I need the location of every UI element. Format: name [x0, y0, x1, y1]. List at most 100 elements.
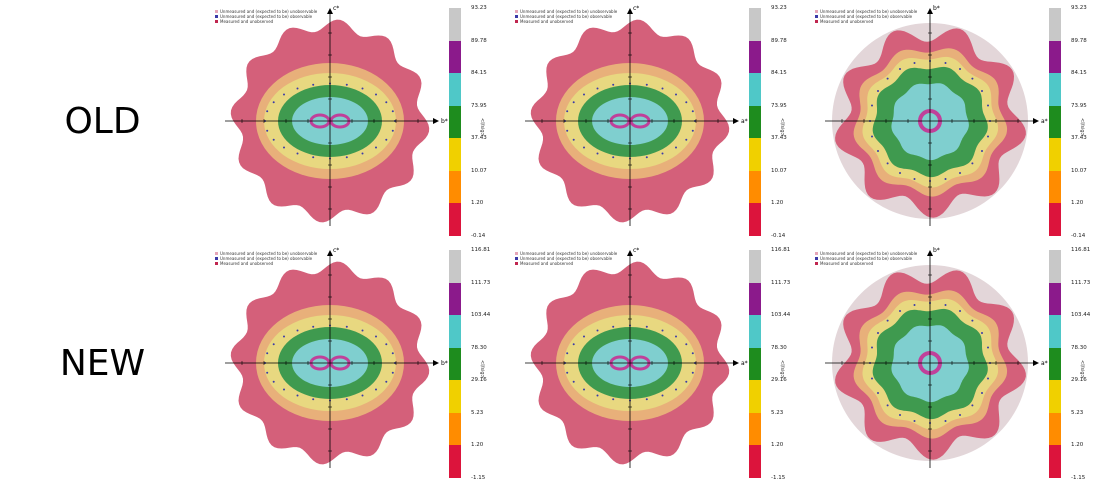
colorbar-segment	[449, 138, 461, 171]
colorbar-tick-label: 116.81	[471, 247, 491, 253]
legend-swatch	[515, 262, 518, 265]
plot-legend: Unmeasured and (expected to be) unobserv…	[515, 251, 617, 266]
row-label-new: NEW	[59, 343, 146, 384]
legend-text: Unmeasured and (expected to be) unobserv…	[520, 9, 618, 14]
colorbar-tick-label: 29.16	[471, 377, 487, 384]
colorbar-tick-label: 103.44	[471, 312, 491, 319]
colorbar-label: <I/sig>	[1079, 118, 1085, 137]
colorbar-segment	[449, 73, 461, 106]
colorbar-segment	[1049, 105, 1061, 139]
observable-marker	[981, 392, 983, 394]
observable-marker	[691, 371, 694, 374]
observable-marker	[612, 83, 615, 86]
observable-marker	[391, 352, 394, 355]
colorbar-segment	[449, 203, 461, 236]
observable-marker	[913, 304, 916, 306]
colorbar-tick-label: 84.15	[771, 70, 787, 77]
colorbar-segment	[1049, 73, 1061, 106]
observable-marker	[266, 129, 269, 132]
legend-text: Unmeasured and (expected to be) unobserv…	[820, 251, 918, 256]
colorbar-tick-label: 84.15	[1071, 70, 1087, 77]
legend-text: Measured and unobserved	[820, 19, 874, 24]
colorbar-tick-label: -1.15	[1071, 475, 1086, 481]
colorbar	[749, 8, 761, 236]
colorbar	[1049, 8, 1061, 236]
observable-marker	[266, 371, 269, 374]
observable-marker	[981, 90, 983, 92]
observable-marker	[877, 90, 879, 92]
colorbar	[449, 8, 461, 236]
legend-text: Measured and unobserved	[220, 19, 274, 24]
colorbar-segment	[449, 105, 461, 139]
colorbar-segment	[1049, 315, 1061, 348]
plot-legend: Unmeasured and (expected to be) unobserv…	[515, 9, 617, 24]
observable-marker	[566, 129, 569, 132]
observable-marker	[691, 352, 694, 355]
observable-marker	[675, 93, 677, 96]
legend-item: Unmeasured and (expected to be) unobserv…	[515, 251, 617, 256]
colorbar-tick-label: 37.43	[1071, 135, 1087, 142]
observable-marker	[959, 310, 961, 312]
observable-marker	[645, 156, 648, 159]
observable-marker	[385, 138, 388, 141]
colorbar-segment	[449, 347, 461, 381]
observable-marker	[971, 162, 974, 165]
legend-item: Unmeasured and (expected to be) observab…	[815, 256, 917, 261]
observable-marker	[312, 156, 315, 159]
observable-marker	[375, 146, 377, 149]
colorbar-tick-label: 73.95	[471, 102, 487, 109]
colorbar-tick-label: 78.30	[471, 344, 487, 351]
colorbar-segment	[1049, 170, 1061, 204]
legend-item: Unmeasured and (expected to be) unobserv…	[515, 9, 617, 14]
colorbar-tick-label: 10.07	[471, 167, 487, 174]
horizontal-arrow-icon	[733, 360, 739, 366]
colorbar-tick-label: 1.20	[771, 200, 784, 207]
colorbar-label: <I/sig>	[479, 360, 485, 379]
colorbar-segment	[749, 40, 761, 74]
legend-swatch	[515, 10, 518, 13]
horizontal-arrow-icon	[433, 118, 439, 124]
reciprocal-plot-old-3: Unmeasured and (expected to be) unobserv…	[805, 0, 1105, 240]
colorbar-tick-label: 78.30	[1071, 344, 1087, 351]
legend-swatch	[815, 252, 818, 255]
colorbar-segment	[1049, 347, 1061, 381]
vertical-axis-label: c*	[633, 5, 639, 12]
observable-marker	[272, 380, 275, 383]
colorbar-tick-label: 1.20	[1071, 200, 1084, 207]
observable-marker	[959, 414, 961, 416]
horizontal-axis-label: a*	[741, 118, 748, 125]
legend-item: Unmeasured and (expected to be) unobserv…	[815, 9, 917, 14]
observable-marker	[685, 101, 688, 104]
horizontal-axis-label: a*	[741, 360, 748, 367]
colorbar-segment	[449, 8, 461, 41]
legend-swatch	[815, 20, 818, 23]
observable-marker	[391, 371, 394, 374]
observable-marker	[871, 377, 873, 380]
horizontal-arrow-icon	[733, 118, 739, 124]
colorbar-label: <I/sig>	[479, 118, 485, 137]
observable-marker	[566, 352, 569, 355]
colorbar	[1049, 250, 1061, 478]
observable-marker	[645, 398, 648, 401]
observable-marker	[971, 77, 974, 80]
observable-marker	[981, 150, 983, 152]
colorbar-segment	[1049, 412, 1061, 446]
observable-marker	[583, 335, 585, 338]
observable-marker	[981, 332, 983, 334]
colorbar-tick-label: 111.73	[1071, 279, 1091, 286]
plot-legend: Unmeasured and (expected to be) unobserv…	[815, 251, 917, 266]
colorbar-tick-label: 73.95	[1071, 102, 1087, 109]
observable-marker	[944, 420, 947, 422]
observable-marker	[987, 346, 989, 349]
reciprocal-plot-new-3: Unmeasured and (expected to be) unobserv…	[805, 242, 1105, 482]
observable-marker	[375, 93, 377, 96]
colorbar-segment	[749, 250, 761, 283]
colorbar-label: <I/sig>	[779, 360, 785, 379]
observable-marker	[971, 319, 974, 322]
observable-marker	[312, 398, 315, 401]
observable-marker	[572, 380, 575, 383]
colorbar-segment	[749, 73, 761, 106]
legend-text: Measured and unobserved	[220, 261, 274, 266]
colorbar-tick-label: 5.23	[771, 409, 784, 416]
legend-text: Unmeasured and (expected to be) unobserv…	[220, 9, 318, 14]
